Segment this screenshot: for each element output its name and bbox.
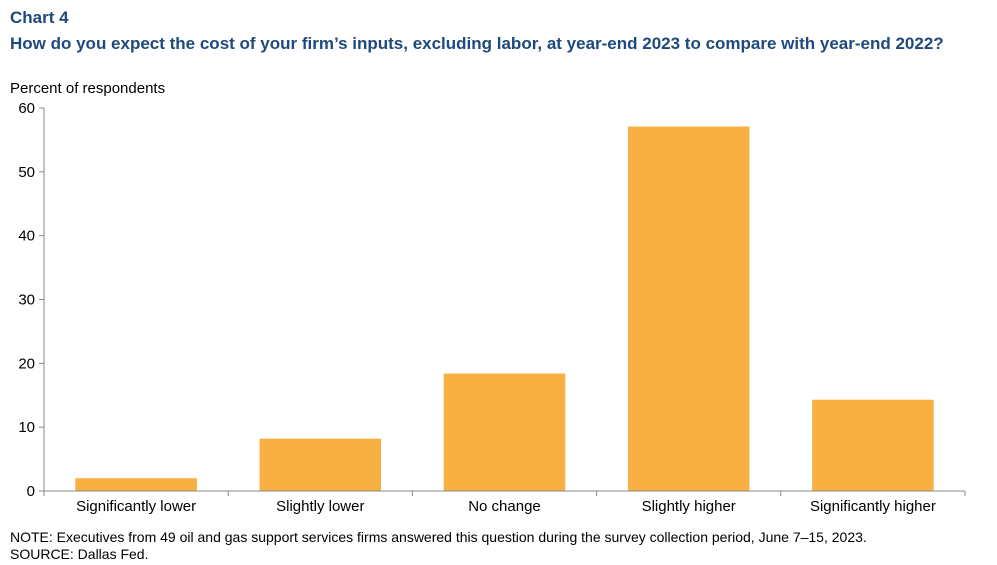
y-tick-label: 30: [18, 292, 35, 309]
bar: [812, 399, 934, 491]
y-tick-label: 40: [18, 228, 35, 245]
y-tick-label: 50: [18, 164, 35, 181]
bar: [259, 438, 382, 491]
footnotes: NOTE: Executives from 49 oil and gas sup…: [10, 529, 867, 563]
source-text: SOURCE: Dallas Fed.: [10, 546, 149, 562]
bars: [75, 126, 934, 492]
y-tick-label: 20: [18, 355, 35, 372]
x-tick-label: Slightly higher: [642, 498, 736, 515]
y-axis-label: Percent of respondents: [10, 80, 166, 97]
bar: [75, 478, 197, 491]
x-tick-label: No change: [468, 498, 541, 515]
x-tick-label: Significantly higher: [810, 498, 936, 515]
bar: [627, 126, 750, 492]
y-tick-label: 0: [27, 483, 35, 500]
bar-chart: 0 10 20 30 40 50 60 Significantly lower Slightl…: [18, 100, 966, 515]
x-axis: Significantly lower Slightly lower No chan…: [43, 490, 966, 515]
x-tick-label: Significantly lower: [76, 498, 196, 515]
chart-title: How do you expect the cost of your firm’…: [10, 34, 944, 53]
chart-number: Chart 4: [10, 8, 69, 27]
y-axis: 0 10 20 30 40 50 60: [18, 100, 45, 500]
note-text: NOTE: Executives from 49 oil and gas sup…: [10, 529, 867, 545]
bar: [443, 373, 566, 491]
x-tick-label: Slightly lower: [276, 498, 364, 515]
y-tick-label: 10: [18, 419, 35, 436]
y-tick-label: 60: [18, 100, 35, 117]
